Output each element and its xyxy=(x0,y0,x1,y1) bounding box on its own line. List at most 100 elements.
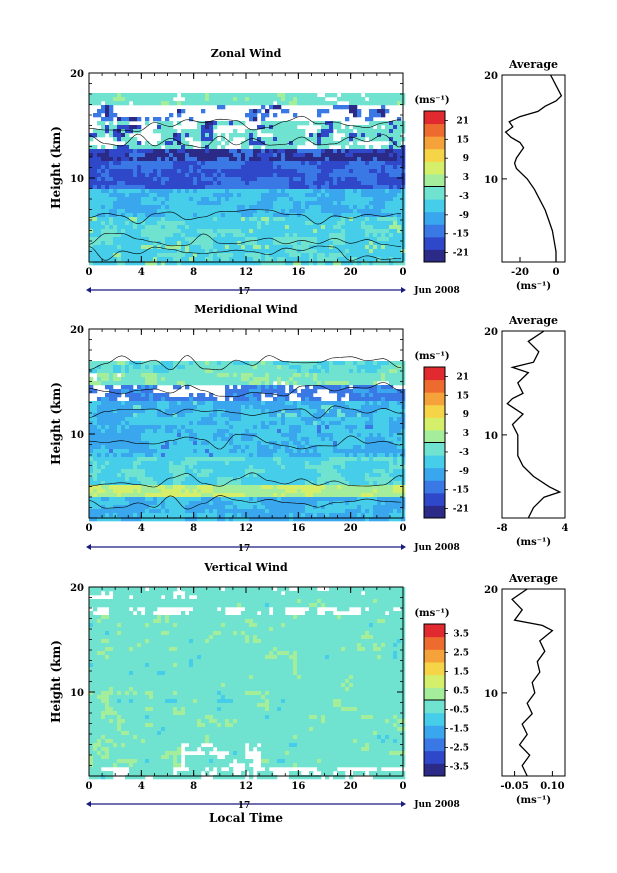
heatmap-cell xyxy=(145,253,150,258)
heatmap-cell xyxy=(313,169,318,174)
heatmap-cell xyxy=(125,449,130,454)
heatmap-cell xyxy=(253,409,258,414)
heatmap-cell xyxy=(157,469,162,474)
heatmap-cell xyxy=(121,121,126,126)
heatmap-cell xyxy=(101,513,106,518)
heatmap-cell xyxy=(113,129,118,134)
heatmap-cell xyxy=(205,97,210,102)
heatmap-cell xyxy=(345,181,350,186)
heatmap-cell xyxy=(185,257,190,262)
heatmap-cell xyxy=(153,385,158,390)
heatmap-cell xyxy=(261,445,266,450)
heatmap-cell xyxy=(157,141,162,146)
heatmap-cell xyxy=(281,185,286,190)
heatmap-cell xyxy=(105,409,110,414)
heatmap-cell xyxy=(253,93,258,98)
heatmap-cell xyxy=(157,409,162,414)
heatmap-cell xyxy=(201,145,206,150)
heatmap-cell xyxy=(145,409,150,414)
heatmap-cell xyxy=(149,385,154,390)
heatmap-cell xyxy=(145,173,150,178)
heatmap-cell xyxy=(97,101,102,106)
heatmap-cell xyxy=(141,149,146,154)
heatmap-cell xyxy=(141,157,146,162)
heatmap-cell xyxy=(117,209,122,214)
heatmap-cell xyxy=(365,93,370,98)
heatmap-cell xyxy=(389,157,394,162)
heatmap-cell xyxy=(189,249,194,254)
heatmap-cell xyxy=(201,457,206,462)
heatmap-cell xyxy=(261,497,266,502)
heatmap-cell xyxy=(201,381,206,386)
heatmap-cell xyxy=(265,509,270,514)
heatmap-cell xyxy=(133,229,138,234)
heatmap-cell xyxy=(241,205,246,210)
heatmap-cell xyxy=(389,253,394,258)
heatmap-cell xyxy=(273,373,278,378)
heatmap-cell xyxy=(101,261,106,266)
heatmap-cell xyxy=(277,405,282,410)
heatmap-cell xyxy=(105,241,110,246)
heatmap-cell xyxy=(269,513,274,518)
heatmap-cell xyxy=(257,373,262,378)
heatmap-cell xyxy=(317,129,322,134)
heatmap-cell xyxy=(149,401,154,406)
heatmap-cell xyxy=(217,477,222,482)
heatmap-cell xyxy=(257,149,262,154)
heatmap-cell xyxy=(125,253,130,258)
heatmap-cell xyxy=(393,197,398,202)
heatmap-cell xyxy=(133,93,138,98)
heatmap-cell xyxy=(337,205,342,210)
heatmap-cell xyxy=(185,133,190,138)
heatmap-cell xyxy=(377,253,382,258)
heatmap-cell xyxy=(205,197,210,202)
heatmap-cell xyxy=(149,237,154,242)
month-label: Jun 2008 xyxy=(413,286,460,296)
heatmap-cell xyxy=(257,493,262,498)
heatmap-cell xyxy=(93,461,98,466)
heatmap-cell xyxy=(305,221,310,226)
heatmap-cell xyxy=(181,489,186,494)
heatmap-cell xyxy=(109,497,114,502)
heatmap-cell xyxy=(173,369,178,374)
average-line xyxy=(504,74,563,262)
heatmap-cell xyxy=(297,213,302,218)
heatmap-cell xyxy=(261,205,266,210)
heatmap-cell xyxy=(169,433,174,438)
heatmap-cell xyxy=(349,105,354,110)
heatmap-cell xyxy=(237,257,242,262)
heatmap-cell xyxy=(93,101,98,106)
heatmap-cell xyxy=(249,485,254,490)
heatmap-cell xyxy=(281,141,286,146)
heatmap-cell xyxy=(181,425,186,430)
heatmap-cell xyxy=(229,229,234,234)
heatmap-cell xyxy=(97,213,102,218)
heatmap-cell xyxy=(89,389,94,394)
heatmap-cell xyxy=(229,505,234,510)
heatmap-cell xyxy=(293,125,298,130)
heatmap-cell xyxy=(185,249,190,254)
heatmap-cell xyxy=(181,461,186,466)
heatmap-cell xyxy=(277,377,282,382)
heatmap-cell xyxy=(165,185,170,190)
heatmap-cell xyxy=(357,129,362,134)
heatmap-cell xyxy=(269,365,274,370)
heatmap-cell xyxy=(221,137,226,142)
heatmap-cell xyxy=(121,437,126,442)
heatmap-cell xyxy=(277,249,282,254)
heatmap-cell xyxy=(361,261,366,266)
heatmap-cell xyxy=(205,365,210,370)
heatmap-cell xyxy=(197,193,202,198)
heatmap-cell xyxy=(197,177,202,182)
heatmap-cell xyxy=(173,517,178,522)
heatmap-cell xyxy=(133,173,138,178)
heatmap-cell xyxy=(141,425,146,430)
heatmap-cell xyxy=(265,169,270,174)
heatmap-cell xyxy=(189,229,194,234)
heatmap-cell xyxy=(149,197,154,202)
heatmap-cell xyxy=(105,413,110,418)
heatmap-cell xyxy=(309,241,314,246)
heatmap-cell xyxy=(161,377,166,382)
heatmap-cell xyxy=(193,481,198,486)
heatmap-cell xyxy=(193,517,198,522)
